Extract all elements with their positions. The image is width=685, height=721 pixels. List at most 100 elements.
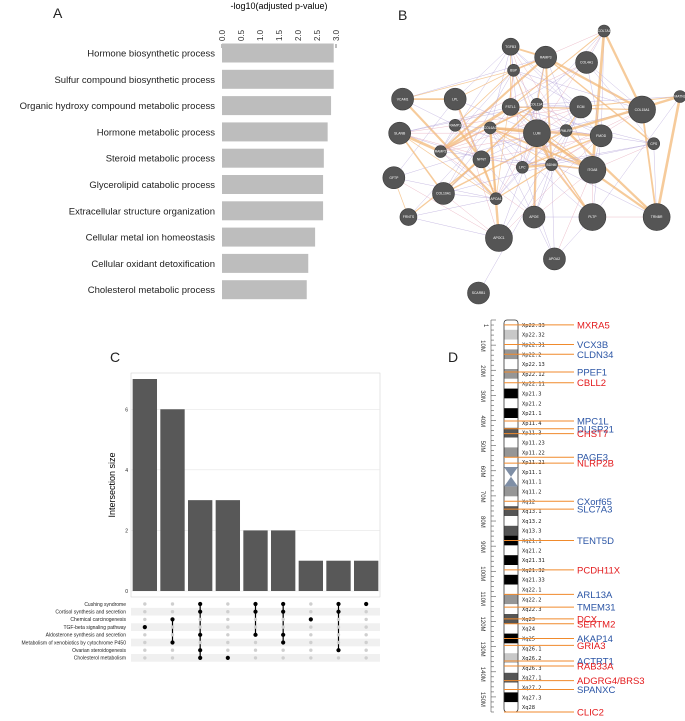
gene-label: PPEF1	[577, 367, 607, 378]
node-label: ECM	[577, 105, 585, 109]
gene-label: GRIA3	[577, 641, 606, 652]
network-edge	[522, 143, 654, 168]
category-label: Steroid metabolic process	[106, 154, 216, 165]
band-label: Xq13.2	[522, 519, 541, 525]
network-node	[589, 124, 613, 148]
matrix-dot-empty	[253, 648, 258, 652]
matrix-dot-empty	[170, 633, 175, 637]
chromosome-band	[504, 359, 518, 369]
matrix-dot-empty	[281, 648, 285, 652]
network-edge	[455, 106, 581, 126]
y-tick-label: 0	[125, 589, 128, 595]
node-label: COL11A1	[530, 103, 545, 107]
chromosome-band	[504, 663, 518, 673]
mb-tick-label: 70M	[479, 491, 485, 503]
matrix-dot-filled	[281, 609, 286, 614]
matrix-dot-filled	[142, 625, 147, 630]
network-edge	[442, 103, 538, 195]
network-edge	[393, 132, 537, 178]
band-label: Xq26.3	[522, 666, 541, 672]
set-label: Chemical carcinogenesis	[70, 617, 126, 623]
category-label: Hormone metabolic process	[97, 127, 216, 138]
chromosome-band	[504, 574, 518, 585]
band-label: Xq21.32	[522, 568, 545, 574]
network-node	[578, 156, 607, 184]
chromosome-band	[504, 653, 518, 663]
chromosome-band	[504, 398, 518, 409]
matrix-dot-empty	[364, 640, 368, 645]
band-label: Xp22.2	[522, 352, 541, 358]
matrix-dot-empty	[143, 640, 147, 645]
node-label: MATN2	[674, 95, 685, 99]
matrix-dot-filled	[308, 617, 313, 622]
network-edge	[586, 62, 602, 136]
matrix-dot-empty	[364, 610, 368, 614]
gene-label: MXRA5	[577, 320, 610, 331]
intersection-bar	[132, 379, 158, 591]
matrix-dot-empty	[170, 610, 175, 614]
gene-label: VCX3B	[577, 340, 608, 351]
network-edge	[489, 127, 593, 171]
network-node	[559, 124, 573, 137]
matrix-dot-empty	[309, 640, 313, 645]
network-node	[507, 64, 520, 77]
network-edge	[544, 57, 553, 165]
matrix-dot-empty	[226, 633, 230, 637]
mb-tick-label: 50M	[479, 441, 485, 453]
gene-label: CLIC2	[577, 708, 604, 719]
node-label: TGFB3	[505, 45, 516, 49]
network-edge	[655, 96, 682, 218]
network-edge	[510, 30, 605, 108]
gene-label: CXorf65	[577, 497, 612, 508]
node-label: APOA1	[490, 197, 501, 201]
network-edge	[440, 151, 497, 199]
panel-b-letter: B	[398, 7, 407, 23]
matrix-dot-empty	[309, 602, 313, 606]
network-edge	[522, 135, 602, 168]
band-label: Xq13.3	[522, 529, 541, 535]
bar	[222, 122, 328, 142]
centromere	[504, 467, 518, 477]
network-node	[569, 95, 593, 119]
matrix-dot-empty	[309, 610, 313, 614]
matrix-dot-empty	[226, 625, 230, 629]
y-tick-label: 2	[125, 528, 128, 534]
node-label: RAMP3	[540, 55, 552, 59]
matrix-dot-empty	[198, 617, 202, 622]
matrix-dot-filled	[198, 601, 203, 607]
network-edge	[513, 70, 581, 108]
network-node	[534, 45, 557, 69]
set-label: Metabolism of xenobiotics by cytochrome …	[22, 640, 127, 646]
matrix-dot-filled	[198, 632, 203, 637]
node-label: FRNTS	[403, 215, 415, 219]
network-edge	[498, 135, 602, 239]
matrix-dot-empty	[253, 617, 258, 622]
chromosome-band	[504, 672, 518, 683]
chromosome-band	[504, 457, 518, 467]
matrix-dot-empty	[143, 656, 147, 660]
chromosome-band	[504, 329, 518, 340]
node-label: COL15A1	[635, 108, 650, 112]
mb-tick-label: 60M	[479, 466, 485, 478]
set-label: Cholesterol metabolism	[74, 656, 126, 662]
panel-d-ideogram: 110M20M30M40M50M60M70M80M90M100M110M120M…	[479, 319, 645, 719]
network-node	[434, 145, 447, 158]
band-label: Xp11.1	[522, 470, 541, 476]
matrix-dot-empty	[143, 648, 147, 652]
network-edge	[495, 167, 523, 199]
matrix-dot-empty	[198, 625, 202, 629]
mb-tick-label: 40M	[479, 416, 485, 428]
network-node	[489, 192, 503, 205]
network-edge	[554, 169, 593, 260]
gene-label: SLC7A3	[577, 505, 612, 516]
x-tick-label: 0.0	[218, 29, 227, 41]
chromosome-band	[504, 594, 518, 605]
mb-tick-label: 1	[482, 324, 488, 328]
network-edge	[489, 127, 501, 239]
network-node	[501, 37, 520, 56]
matrix-dot-filled	[336, 609, 341, 614]
category-label: Glycerolipid catabolic process	[89, 180, 215, 191]
band-label: Xq26.1	[522, 646, 541, 652]
band-label: Xq26.2	[522, 656, 541, 662]
category-label: Cellular oxidant detoxification	[91, 259, 215, 270]
